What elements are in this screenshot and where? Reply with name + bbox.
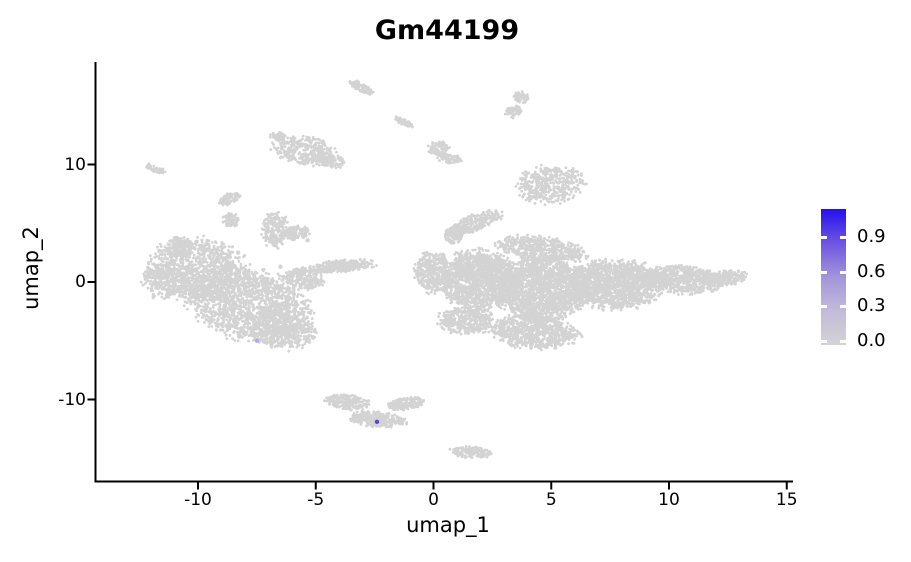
x-tick-label: -10 — [184, 490, 212, 510]
colorbar-tick-label: 0.9 — [857, 226, 886, 247]
x-tick-label: 15 — [775, 490, 798, 510]
y-tick-label: 10 — [64, 154, 86, 175]
x-tick-label: -5 — [307, 490, 325, 510]
colorbar-tick-mark — [840, 305, 846, 308]
y-tick-label: 0 — [75, 272, 86, 292]
plot-title: Gm44199 — [374, 15, 520, 46]
y-tick-label: -10 — [58, 389, 86, 410]
x-axis-label: umap_1 — [406, 513, 490, 537]
colorbar-tick-mark — [840, 236, 846, 239]
colorbar-tick-mark — [840, 340, 846, 343]
x-tick-label: 10 — [658, 490, 680, 510]
colorbar-tick-label: 0.6 — [857, 260, 886, 282]
x-tick-label: 5 — [545, 490, 557, 510]
colorbar-tick-mark — [821, 270, 827, 274]
colorbar-gradient — [821, 209, 846, 345]
colorbar-tick-mark — [821, 340, 827, 343]
colorbar-tick-mark — [821, 236, 827, 239]
y-axis-label: umap_2 — [19, 226, 43, 310]
colorbar-tick-mark — [821, 305, 827, 308]
colorbar-tick-label: 0.0 — [857, 330, 886, 351]
colorbar-tick-mark — [840, 270, 846, 274]
colorbar-tick-label: 0.3 — [857, 295, 886, 316]
x-tick-label: 0 — [428, 490, 439, 510]
